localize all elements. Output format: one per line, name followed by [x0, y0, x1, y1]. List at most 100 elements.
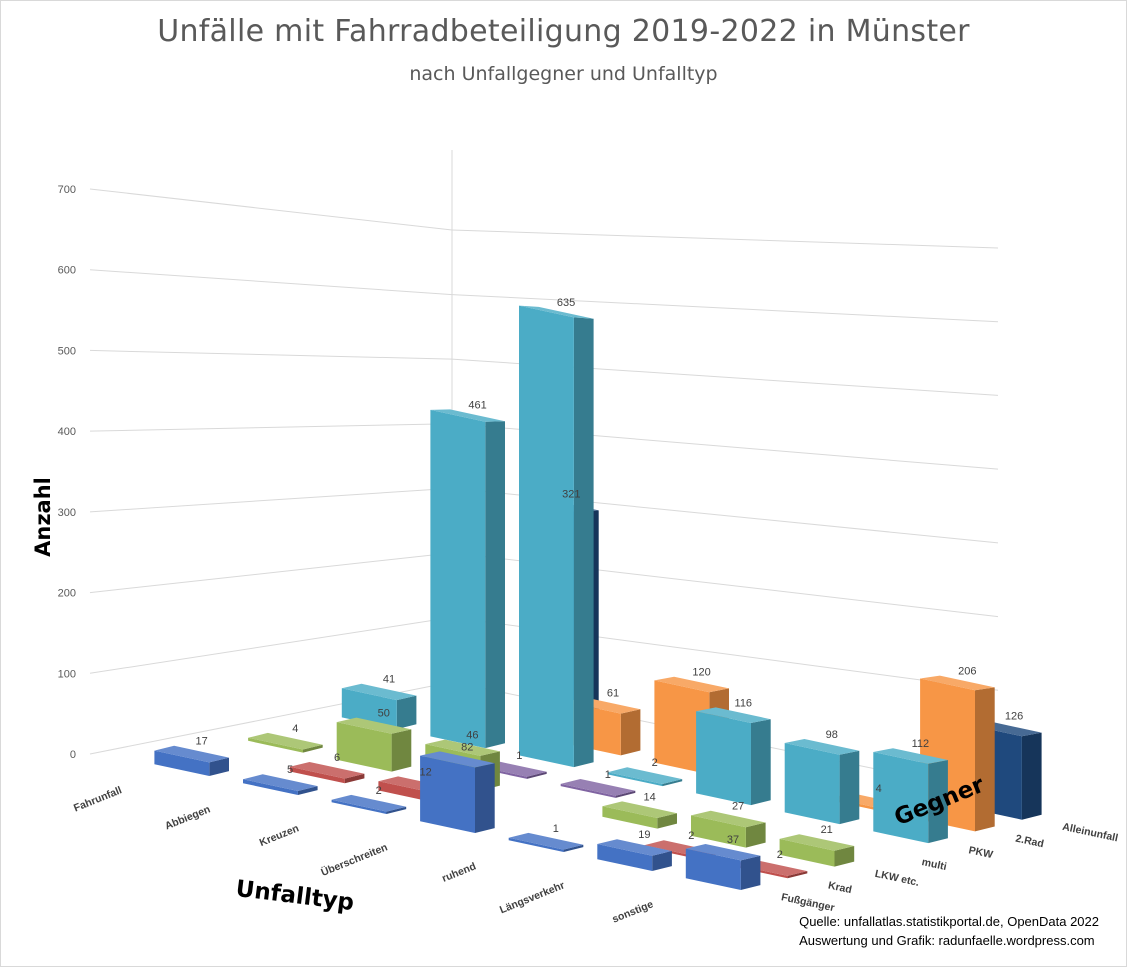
x-axis-title: Unfalltyp: [234, 876, 355, 916]
bar-front: [696, 711, 751, 806]
bar-top: [341, 683, 417, 701]
bar-top: [248, 732, 323, 750]
gridline-side-600: [89, 269, 453, 296]
bar-top: [691, 810, 766, 828]
gridline-back-600: [451, 294, 999, 323]
bar-value-label: 2: [652, 757, 658, 769]
bar: [289, 762, 365, 784]
bar-front: [248, 737, 303, 753]
bar-front: [602, 806, 658, 829]
bar-value-label: 2: [777, 849, 783, 861]
bar-front: [508, 837, 564, 852]
bar-value-label: 5: [287, 764, 293, 776]
bar-top: [336, 717, 412, 734]
bar-value-label: 82: [461, 741, 473, 753]
gridline-side-200: [89, 552, 453, 594]
bar-top: [602, 801, 677, 818]
gridline-back-700: [451, 229, 999, 249]
category-label: Überschreiten: [319, 840, 389, 879]
bar: [784, 739, 860, 825]
bar: [685, 844, 761, 890]
bar-value-label: 1: [553, 823, 559, 835]
bar-top: [873, 748, 948, 764]
bar-front: [154, 750, 210, 776]
bar-value-label: 17: [195, 736, 207, 748]
category-label: Fahrunfall: [72, 784, 124, 814]
bar-side: [391, 729, 412, 772]
bar-side: [657, 813, 677, 829]
bar-value-label: 19: [638, 829, 650, 841]
bar: [430, 409, 505, 749]
bar-top: [654, 676, 729, 693]
bar-value-label: 14: [643, 791, 655, 803]
bar-front: [691, 815, 746, 848]
bar: [691, 810, 766, 848]
bar-top: [420, 751, 495, 768]
chart-subtitle: nach Unfallgegner und Unfalltyp: [409, 63, 718, 85]
bar: [248, 732, 323, 753]
bar-value-label: 1: [516, 750, 522, 762]
bar-value-label: 27: [732, 801, 744, 813]
category-label: sonstige: [610, 898, 655, 925]
bar-top: [508, 832, 584, 850]
bar-side: [751, 719, 771, 806]
bar-front: [331, 799, 387, 814]
bar-side: [745, 822, 766, 848]
bar: [597, 839, 672, 871]
bar-side: [303, 744, 323, 753]
z-tick-label: 100: [58, 668, 76, 680]
bar-value-label: 635: [557, 297, 575, 309]
z-tick-label: 700: [58, 184, 76, 196]
source-line-1: Quelle: unfallatlas.statistikportal.de, …: [799, 914, 1099, 929]
bar: [873, 748, 948, 844]
bar: [602, 801, 677, 829]
bar-top: [154, 745, 229, 763]
category-label: Längsverkehr: [498, 879, 566, 916]
bar-value-label: 21: [821, 824, 833, 836]
bar-front: [607, 772, 663, 787]
bar-side: [1021, 732, 1042, 820]
bar-top: [597, 839, 672, 856]
bar-front: [430, 409, 486, 749]
bar: [519, 305, 594, 768]
bar-front: [654, 680, 710, 775]
bar: [779, 834, 855, 867]
bar-top: [289, 762, 365, 779]
gridline-side-400: [89, 423, 453, 432]
z-axis-title: Anzahl: [31, 477, 55, 557]
bar-side: [573, 317, 594, 768]
category-label: Kreuzen: [258, 822, 301, 849]
bar-value-label: 461: [468, 399, 486, 411]
bar-front: [420, 755, 475, 833]
series-label: Fußgänger: [780, 891, 836, 914]
bar-value-label: 2: [688, 830, 694, 842]
bar-value-label: 12: [419, 766, 431, 778]
chart-bars: 3211266112042064146163521169811211450461…: [154, 297, 1042, 890]
bar-side: [527, 771, 547, 779]
category-label: ruhend: [440, 860, 477, 884]
source-note: Quelle: unfallatlas.statistikportal.de, …: [799, 912, 1099, 950]
bar-front: [779, 838, 835, 867]
bar-value-label: 120: [692, 667, 710, 679]
bar: [696, 707, 771, 806]
bar-side: [563, 844, 584, 852]
bar-top: [560, 779, 636, 796]
gridline-side-100: [89, 616, 453, 674]
series-label: Alleinunfall: [1061, 821, 1119, 845]
bar-side: [834, 846, 855, 867]
bar-side: [787, 871, 808, 879]
bar-top: [784, 739, 860, 755]
bar-side: [620, 709, 641, 756]
bar-value-label: 61: [607, 687, 619, 699]
bar-front: [289, 766, 345, 784]
bar-side: [485, 421, 505, 749]
bar-top: [430, 409, 505, 422]
bar-top: [920, 675, 995, 691]
bar-front: [784, 743, 840, 825]
bar-value-label: 4: [292, 723, 298, 735]
series-label: 2.Rad: [1014, 833, 1044, 851]
bar-side: [662, 779, 683, 787]
bar-front: [336, 722, 392, 772]
gridline-side-300: [89, 487, 453, 513]
